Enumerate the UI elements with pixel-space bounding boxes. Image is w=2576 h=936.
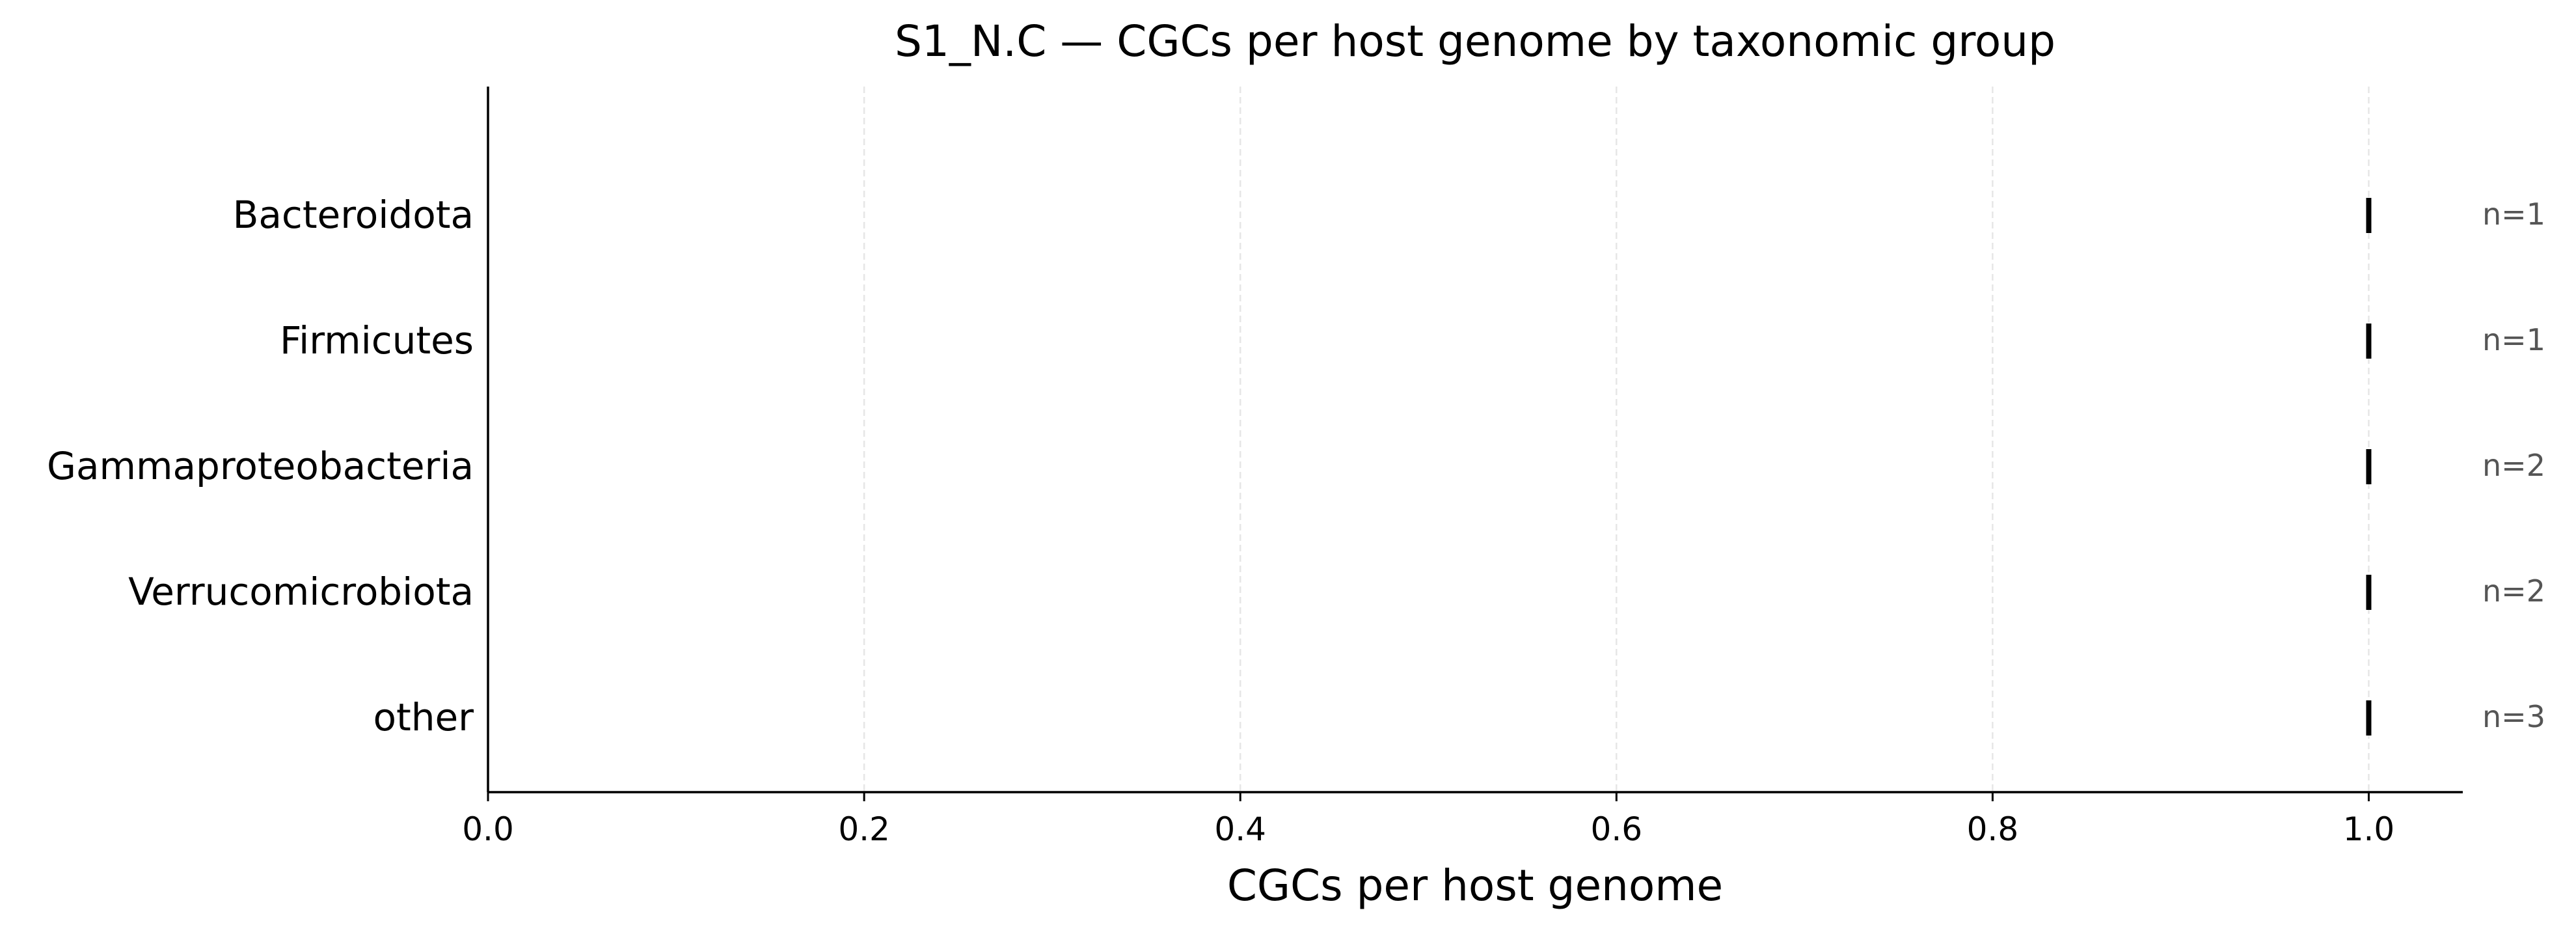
count-label: n=1: [2482, 322, 2545, 357]
count-labels: n=1 n=1 n=2 n=2 n=3: [2482, 197, 2545, 734]
x-tick-label: 0.2: [838, 810, 890, 848]
count-label: n=3: [2482, 699, 2545, 734]
axes: [487, 87, 2463, 793]
x-ticks: 0.0 0.2 0.4 0.6 0.8 1.0: [462, 792, 2394, 848]
y-category-label: Gammaproteobacteria: [47, 444, 474, 488]
count-label: n=1: [2482, 197, 2545, 232]
y-category-label: other: [373, 695, 474, 739]
y-category-label: Verrucomicrobiota: [128, 570, 474, 614]
y-category-label: Firmicutes: [280, 318, 474, 363]
chart-title: S1_N.C — CGCs per host genome by taxonom…: [895, 16, 2055, 66]
count-label: n=2: [2482, 448, 2545, 483]
y-category-labels: Bacteroidota Firmicutes Gammaproteobacteri…: [47, 193, 474, 739]
y-category-label: Bacteroidota: [233, 193, 474, 237]
x-tick-label: 1.0: [2343, 810, 2395, 848]
count-label: n=2: [2482, 573, 2545, 609]
x-tick-label: 0.6: [1591, 810, 1643, 848]
x-axis-label: CGCs per host genome: [1227, 860, 1723, 911]
x-tick-label: 0.4: [1214, 810, 1266, 848]
x-tick-label: 0.8: [1967, 810, 2019, 848]
x-tick-label: 0.0: [462, 810, 514, 848]
